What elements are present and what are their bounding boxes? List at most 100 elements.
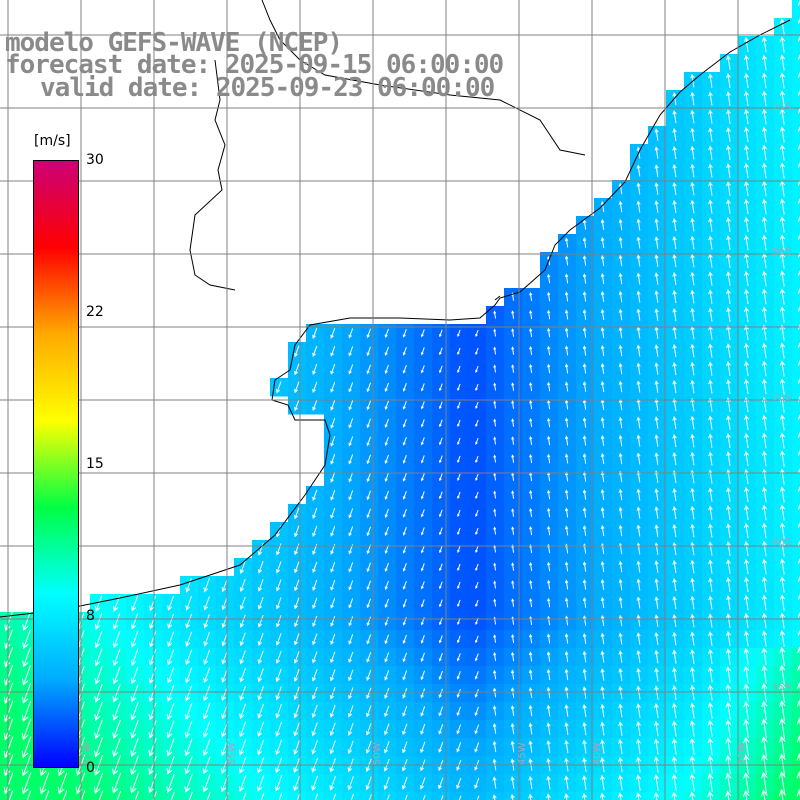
wind-arrow bbox=[529, 292, 533, 302]
wind-arrow bbox=[743, 360, 749, 377]
wind-arrow bbox=[725, 719, 732, 738]
wind-arrow bbox=[761, 736, 768, 757]
wind-arrow bbox=[725, 737, 732, 756]
wind-arrow bbox=[366, 454, 372, 465]
wind-arrow bbox=[347, 776, 354, 791]
wind-arrow bbox=[779, 72, 786, 89]
wind-arrow bbox=[582, 255, 587, 266]
wind-arrow bbox=[493, 490, 497, 499]
wind-arrow bbox=[672, 631, 677, 646]
wind-arrow bbox=[600, 272, 605, 285]
wind-arrow bbox=[546, 722, 551, 735]
wind-cell bbox=[792, 288, 800, 307]
title-model: modelo GEFS-WAVE (NCEP) bbox=[5, 28, 343, 58]
wind-arrow bbox=[654, 128, 659, 141]
wind-arrow bbox=[690, 559, 695, 574]
wind-arrow bbox=[636, 703, 641, 718]
wind-arrow bbox=[546, 793, 551, 800]
wind-arrow bbox=[600, 506, 605, 519]
wind-arrow bbox=[582, 775, 587, 790]
wind-arrow bbox=[564, 489, 569, 500]
wind-arrow bbox=[761, 126, 767, 143]
wind-cell bbox=[792, 72, 800, 91]
wind-arrow bbox=[312, 363, 318, 376]
wind-arrow bbox=[294, 615, 300, 628]
wind-arrow bbox=[779, 342, 786, 359]
wind-arrow bbox=[510, 776, 515, 789]
wind-arrow bbox=[743, 234, 749, 251]
wind-arrow bbox=[708, 145, 713, 160]
wind-arrow bbox=[94, 612, 103, 630]
wind-arrow bbox=[438, 563, 443, 572]
wind-arrow bbox=[654, 578, 659, 591]
wind-cell bbox=[702, 792, 721, 800]
wind-arrow bbox=[779, 682, 786, 703]
wind-cell bbox=[792, 234, 800, 253]
wind-arrow bbox=[474, 653, 479, 662]
wind-arrow bbox=[475, 419, 479, 427]
wind-arrow bbox=[707, 702, 714, 719]
wind-arrow bbox=[420, 347, 425, 356]
wind-arrow bbox=[493, 346, 497, 355]
wind-arrow bbox=[654, 685, 659, 700]
wind-arrow bbox=[582, 561, 587, 572]
wind-arrow bbox=[311, 775, 319, 792]
wind-arrow bbox=[293, 704, 300, 719]
wind-arrow bbox=[779, 612, 786, 629]
wind-arrow bbox=[239, 560, 246, 574]
wind-arrow bbox=[654, 380, 659, 393]
wind-arrow bbox=[708, 325, 713, 340]
wind-arrow bbox=[636, 506, 641, 519]
wind-arrow bbox=[257, 686, 264, 701]
wind-arrow bbox=[672, 523, 677, 538]
wind-cell bbox=[396, 792, 415, 800]
wind-arrow bbox=[260, 792, 265, 800]
wind-arrow bbox=[166, 702, 175, 721]
wind-arrow bbox=[672, 415, 677, 430]
wind-cell bbox=[180, 792, 199, 800]
wind-arrow bbox=[438, 706, 444, 717]
wind-arrow bbox=[511, 490, 515, 499]
wind-cell bbox=[792, 54, 800, 73]
wind-arrow bbox=[474, 671, 479, 680]
wind-arrow bbox=[493, 580, 497, 589]
wind-arrow bbox=[57, 772, 68, 795]
wind-arrow bbox=[314, 793, 319, 800]
wind-arrow bbox=[112, 630, 121, 648]
wind-arrow bbox=[743, 718, 750, 739]
lat-label: 45S bbox=[772, 682, 791, 693]
wind-arrow bbox=[689, 684, 695, 701]
wind-cell bbox=[792, 432, 800, 451]
wind-arrow bbox=[618, 721, 623, 736]
wind-arrow bbox=[636, 218, 641, 231]
wind-arrow bbox=[529, 598, 533, 608]
wind-arrow bbox=[743, 701, 750, 720]
wind-arrow bbox=[529, 526, 533, 536]
wind-cell bbox=[414, 792, 433, 800]
wind-arrow bbox=[402, 723, 408, 736]
wind-arrow bbox=[547, 417, 551, 428]
wind-arrow bbox=[582, 597, 587, 608]
wind-arrow bbox=[547, 561, 551, 572]
wind-arrow bbox=[366, 526, 372, 537]
wind-arrow bbox=[366, 580, 372, 591]
wind-arrow bbox=[726, 415, 731, 430]
wind-arrow bbox=[564, 381, 569, 392]
wind-arrow bbox=[600, 434, 605, 447]
wind-arrow bbox=[654, 703, 659, 719]
wind-arrow bbox=[148, 649, 157, 666]
wind-arrow bbox=[618, 560, 623, 573]
wind-arrow bbox=[311, 669, 318, 682]
wind-cell bbox=[792, 522, 800, 541]
wind-arrow bbox=[402, 741, 408, 754]
wind-arrow bbox=[80, 790, 86, 800]
wind-arrow bbox=[402, 670, 408, 681]
wind-arrow bbox=[493, 364, 497, 373]
wind-arrow bbox=[348, 454, 354, 465]
wind-arrow bbox=[384, 328, 389, 339]
wind-cell bbox=[792, 792, 800, 800]
wind-arrow bbox=[420, 383, 425, 392]
wind-cell bbox=[792, 612, 800, 631]
wind-arrow bbox=[492, 776, 497, 789]
wind-arrow bbox=[438, 365, 443, 374]
